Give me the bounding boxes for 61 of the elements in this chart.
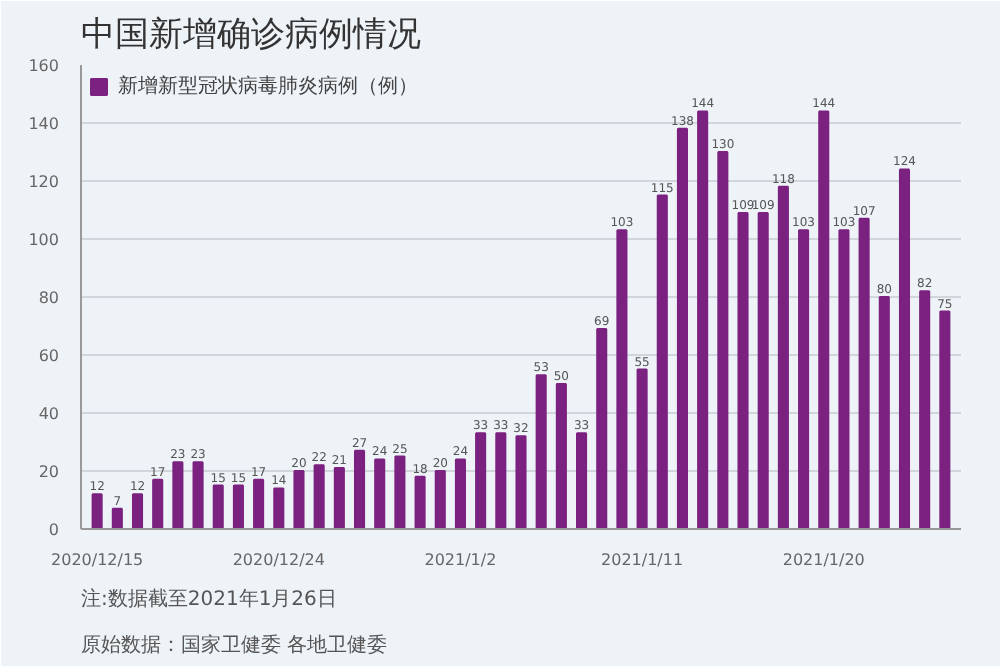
bar [313,464,325,529]
bar [898,168,911,529]
bar [555,383,567,529]
x-tick-label: 2021/1/2 [424,551,497,569]
bar [414,475,426,529]
bar [434,470,446,529]
bar [818,110,830,529]
bar [576,432,588,529]
y-tick-label: 140 [28,115,60,133]
bar [192,461,204,529]
bar [293,470,305,529]
y-tick-label: 40 [38,405,60,423]
bar [656,194,668,529]
bar [374,458,386,529]
bar [697,110,709,529]
x-tick-label: 2021/1/11 [601,551,684,569]
bar [273,487,285,529]
bar [333,467,345,529]
bar [777,185,789,529]
y-tick-label: 100 [28,231,60,249]
bar [172,461,184,529]
x-tick-label: 2021/1/20 [782,551,865,569]
bar [152,478,164,529]
bar [454,458,466,529]
bar [596,327,608,529]
bar [838,229,850,529]
bar [616,229,628,529]
y-tick-label: 160 [28,57,60,75]
y-tick-label: 80 [38,289,60,307]
bar [757,211,769,529]
bar [131,493,144,529]
bar [394,455,406,529]
x-tick-label: 2020/12/24 [232,551,325,569]
bar [212,484,224,529]
text: 注:数据截至2021年1月26日 [81,587,337,611]
bar [858,217,870,529]
bar [253,478,265,529]
bar [535,374,547,529]
text: 原始数据：国家卫健委 各地卫健委 [81,633,388,657]
bar [717,151,729,529]
bar [636,368,648,529]
bar [232,484,244,529]
y-tick-label: 120 [28,173,60,191]
bar [919,290,931,529]
y-tick-label: 60 [38,347,60,365]
bar [737,211,749,529]
bar [878,296,890,529]
bar [91,493,103,529]
y-tick-label: 0 [48,521,60,539]
x-tick-label: 2020/12/15 [51,551,144,569]
bar [495,432,507,529]
bar [515,435,527,529]
y-tick-label: 20 [38,463,60,481]
bar [475,432,487,529]
bar [798,229,810,529]
chart-title: 中国新增确诊病例情况 [81,15,421,55]
bar [353,449,366,529]
bar [111,507,123,529]
legend-label: 新增新型冠状病毒肺炎病例（例） [118,73,418,100]
bar [939,310,951,529]
bar [676,127,689,529]
